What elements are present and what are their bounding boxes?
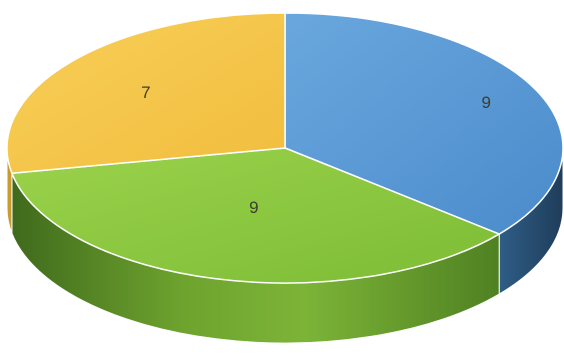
pie-data-label-3: 7 [141, 83, 150, 102]
pie-slice-2 [11, 147, 500, 284]
pie-data-label-2: 9 [249, 198, 258, 217]
pie-slice-3 [6, 12, 286, 175]
pie-top-layer [6, 12, 564, 284]
pie-slice-1 [284, 12, 564, 235]
pie-label-layer: 9 9 7 [141, 83, 491, 217]
pie-data-label-1: 9 [481, 93, 490, 112]
